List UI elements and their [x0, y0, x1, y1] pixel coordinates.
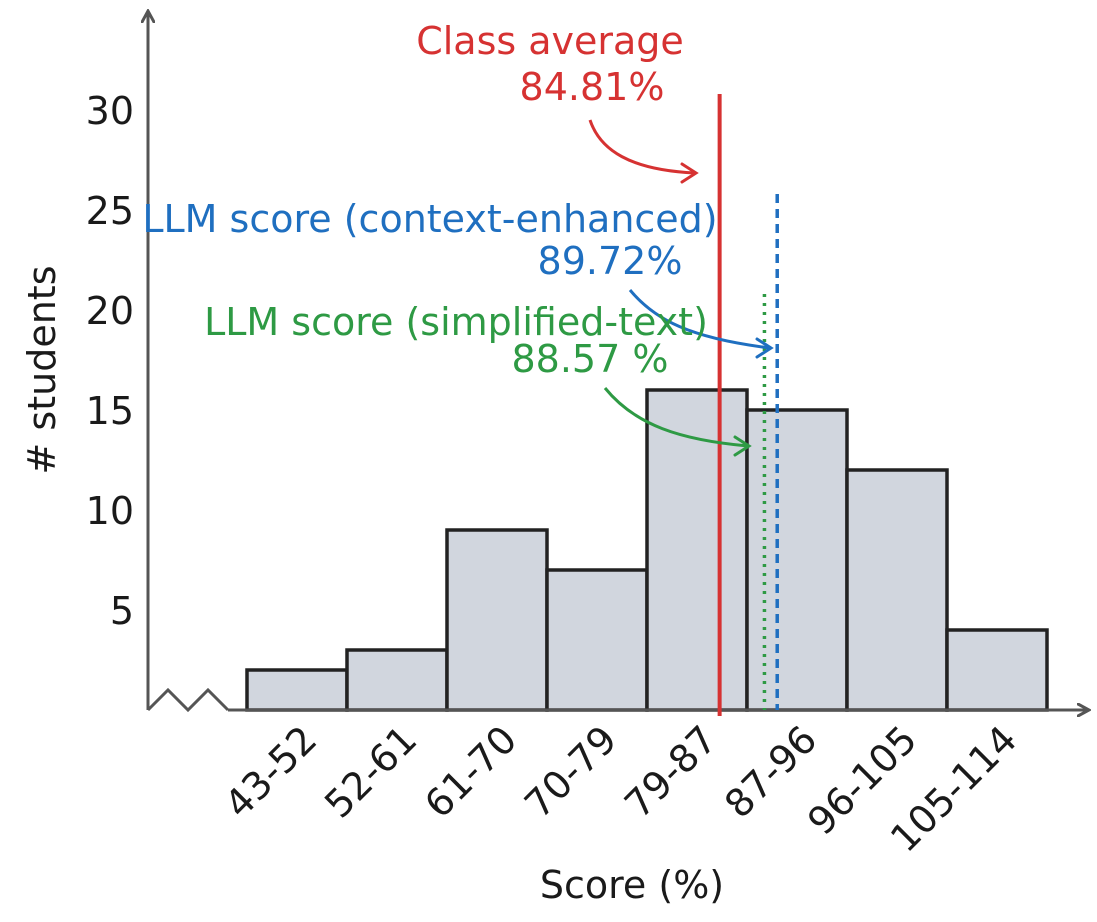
x-tick-label: 79-87 — [616, 717, 725, 826]
llm-context-label: LLM score (context-enhanced) — [142, 197, 717, 241]
bars-group — [245, 388, 1049, 712]
reference-lines — [717, 94, 779, 716]
bar-87-96 — [745, 408, 849, 712]
y-tick-label: 20 — [86, 289, 134, 333]
y-tick-label: 5 — [110, 589, 134, 633]
y-axis-title: # students — [20, 266, 64, 475]
llm-context-value: 89.72% — [538, 239, 683, 283]
y-tick-label: 10 — [86, 489, 134, 533]
bar-70-79 — [545, 568, 649, 712]
llm-simplified-arrow — [603, 387, 749, 448]
class-average-value: 84.81% — [520, 65, 665, 109]
bar-105-114 — [945, 628, 1049, 712]
x-tick-labels: 43-5252-6161-7070-7979-8787-9696-105105-… — [216, 717, 1025, 860]
y-tick-labels: 5 10 15 20 25 30 — [86, 89, 134, 633]
llm-context-arrowhead — [755, 337, 774, 359]
llm-simplified-arrowhead — [733, 435, 752, 457]
x-tick-label: 70-79 — [516, 717, 625, 826]
y-tick-label: 25 — [86, 189, 134, 233]
x-tick-label: 52-61 — [316, 717, 425, 826]
y-tick-label: 15 — [86, 389, 134, 433]
class-average-arrow — [588, 119, 696, 175]
y-tick-label: 30 — [86, 89, 134, 133]
bar-43-52 — [245, 668, 349, 712]
class-average-label: Class average — [416, 19, 684, 63]
axis-break-zigzag — [146, 687, 230, 713]
bar-61-70 — [445, 528, 549, 712]
x-tick-label: 61-70 — [416, 717, 525, 826]
x-tick-label: 43-52 — [216, 717, 325, 826]
class-average-arrowhead — [680, 162, 699, 184]
llm-simplified-label: LLM score (simplified-text) — [204, 300, 708, 344]
bar-52-61 — [345, 648, 449, 712]
bar-96-105 — [845, 468, 949, 712]
llm-context-arrow — [628, 289, 771, 350]
x-axis-title: Score (%) — [540, 863, 724, 907]
llm-simplified-value: 88.57 % — [512, 337, 669, 381]
